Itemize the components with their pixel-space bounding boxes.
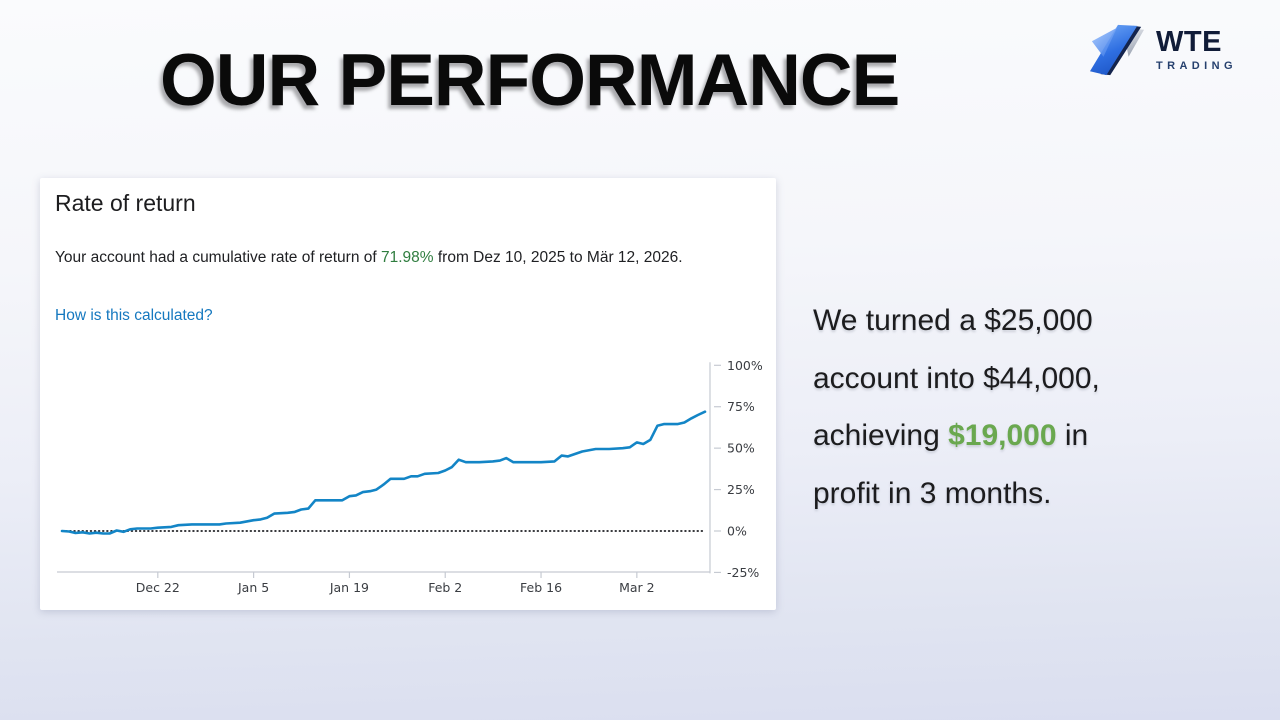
brand-subname: TRADING: [1156, 60, 1237, 72]
x-tick-label: Mar 2: [619, 580, 655, 595]
page-title: OUR PERFORMANCE: [160, 40, 900, 121]
y-tick-label: -25%: [727, 565, 759, 580]
y-tick-label: 50%: [727, 441, 755, 456]
rate-of-return-card: Rate of return Your account had a cumula…: [40, 178, 776, 610]
card-heading: Rate of return: [55, 190, 196, 216]
y-tick-label: 75%: [727, 399, 755, 414]
y-tick-label: 25%: [727, 482, 755, 497]
brand-name: WTE: [1156, 26, 1222, 58]
return-line: [60, 410, 707, 535]
y-tick-label: 100%: [727, 358, 763, 373]
how-calculated-link[interactable]: How is this calculated?: [55, 307, 213, 324]
wte-logo-icon: [1089, 24, 1145, 76]
performance-callout-text: We turned a $25,000 account into $44,000…: [813, 292, 1148, 522]
callout-pre: We turned a $25,000 account into $44,000…: [813, 304, 1100, 452]
y-tick-label: 0%: [727, 524, 747, 539]
callout-profit-value: $19,000: [948, 419, 1057, 452]
summary-return-value: 71.98%: [380, 249, 434, 266]
x-tick-label: Jan 5: [237, 580, 269, 595]
rate-of-return-chart: 100% 75% 50% 25% 0% -25% Dec 22 Jan 5 Jan 19 Feb …: [55, 354, 767, 602]
rate-of-return-chart-svg: 100% 75% 50% 25% 0% -25% Dec 22 Jan 5 Jan 19 Feb …: [57, 358, 763, 595]
brand-logo-text: WTE TRADING: [1156, 28, 1237, 72]
summary-pre: Your account had a cumulative rate of re…: [55, 249, 381, 266]
brand-logo: WTE TRADING: [1086, 22, 1237, 78]
summary-post: from Dez 10, 2025 to Mär 12, 2026.: [433, 249, 683, 266]
x-tick-label: Feb 2: [428, 580, 462, 595]
callout-post: in profit in 3 months.: [813, 419, 1089, 510]
x-tick-label: Feb 16: [520, 580, 562, 595]
card-summary-text: Your account had a cumulative rate of re…: [55, 244, 760, 271]
x-tick-label: Jan 19: [329, 580, 369, 595]
x-tick-label: Dec 22: [136, 580, 180, 595]
